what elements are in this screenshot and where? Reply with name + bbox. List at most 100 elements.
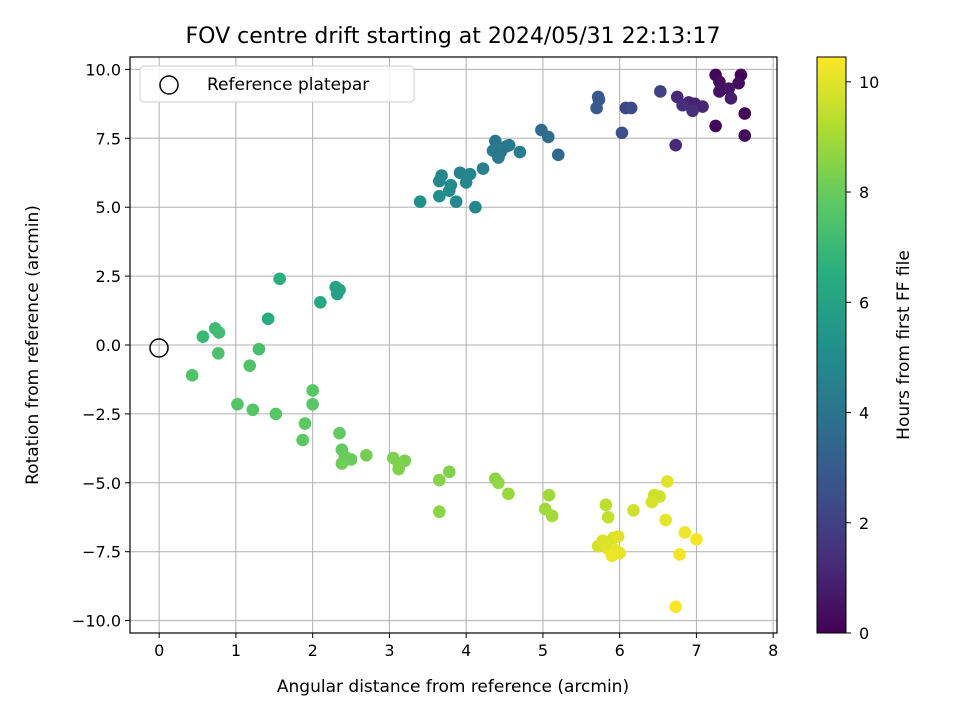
data-point	[627, 504, 640, 517]
data-point	[690, 532, 703, 546]
x-axis-ticks: 0 1 2 3 4 5 6 7 8	[154, 633, 778, 660]
data-point	[645, 495, 659, 509]
data-point	[298, 417, 312, 430]
data-point	[469, 200, 482, 214]
y-axis-label: Rotation from reference (arcmin)	[23, 205, 43, 485]
data-point	[660, 475, 674, 488]
data-point	[676, 98, 689, 112]
data-point	[545, 509, 559, 523]
x-axis-label: Angular distance from reference (arcmin)	[277, 677, 629, 697]
data-point	[686, 104, 699, 118]
data-point	[673, 548, 686, 561]
legend-box	[139, 65, 415, 103]
colorbar-tick-label: 4	[859, 404, 869, 423]
data-point	[738, 129, 752, 142]
data-point	[590, 101, 603, 115]
data-point	[433, 505, 446, 519]
x-tick-label: 3	[384, 641, 394, 660]
y-tick-label: 7.5	[96, 129, 121, 148]
data-point	[654, 85, 667, 98]
colorbar-tick-label: 8	[859, 183, 869, 202]
data-point	[696, 100, 709, 113]
chart-title: FOV centre drift starting at 2024/05/31 …	[186, 24, 721, 49]
data-point	[732, 76, 745, 90]
y-tick-label: −2.5	[82, 405, 121, 424]
data-point	[615, 126, 629, 140]
data-point	[709, 119, 722, 133]
x-tick-label: 2	[308, 641, 318, 660]
y-tick-label: 10.0	[85, 60, 121, 79]
data-point	[605, 549, 619, 563]
data-point	[659, 513, 673, 527]
legend-marker	[159, 75, 179, 95]
y-tick-label: 0.0	[96, 336, 121, 355]
data-point	[492, 151, 505, 164]
data-point	[502, 487, 515, 501]
data-point	[433, 189, 446, 203]
data-point	[243, 359, 257, 372]
data-point	[433, 174, 446, 188]
data-point	[442, 184, 456, 197]
x-tick-label: 5	[538, 641, 548, 660]
data-point	[269, 407, 283, 421]
data-point	[433, 473, 446, 487]
data-point	[360, 448, 373, 462]
y-tick-label: 5.0	[96, 198, 121, 217]
grid-lines	[130, 57, 777, 633]
data-point	[314, 295, 327, 309]
data-point	[713, 85, 726, 98]
data-point	[489, 134, 502, 148]
data-point	[611, 530, 625, 543]
data-point	[669, 600, 682, 614]
data-point	[306, 397, 319, 411]
x-tick-label: 8	[768, 641, 778, 660]
data-point	[678, 526, 692, 539]
data-point	[333, 426, 346, 440]
data-point	[624, 101, 638, 115]
data-point	[449, 195, 463, 208]
data-point	[306, 384, 319, 397]
data-point	[541, 130, 555, 144]
data-point	[413, 195, 427, 208]
data-point	[392, 462, 405, 476]
x-tick-label: 4	[461, 641, 471, 660]
x-tick-label: 6	[615, 641, 625, 660]
x-tick-label: 0	[154, 641, 164, 660]
reference-point	[149, 338, 169, 358]
data-point	[492, 476, 505, 490]
data-point	[252, 342, 266, 356]
y-tick-label: −10.0	[72, 612, 121, 631]
data-point	[231, 397, 244, 411]
colorbar-tick-label: 0	[859, 624, 869, 643]
data-point	[476, 162, 490, 175]
data-point	[713, 75, 726, 89]
colorbar-label: Hours from first FF file	[894, 250, 914, 440]
y-axis-ticks: −10.0 −7.5 −5.0 −2.5 0.0 2.5 5.0 7.5 10.0	[72, 60, 130, 631]
x-tick-label: 1	[231, 641, 241, 660]
data-point	[185, 369, 199, 382]
data-point	[502, 138, 516, 152]
data-point	[335, 457, 349, 470]
data-point	[551, 148, 565, 162]
legend: Reference platepar	[139, 65, 415, 103]
data-point	[261, 312, 275, 326]
y-tick-label: −5.0	[82, 474, 121, 493]
y-tick-label: −7.5	[82, 543, 121, 562]
data-point	[669, 138, 682, 152]
data-point	[542, 488, 556, 502]
colorbar	[816, 56, 847, 634]
data-point	[601, 510, 615, 524]
data-point	[246, 403, 260, 417]
data-point	[330, 287, 344, 301]
data-point	[196, 330, 210, 344]
data-point	[513, 145, 527, 159]
data-point	[724, 92, 738, 105]
colorbar-tick-label: 10	[859, 73, 879, 92]
data-point	[453, 166, 467, 180]
colorbar-ticks: 0 2 4 6 8 10	[846, 73, 879, 643]
data-point	[599, 498, 613, 512]
data-points	[185, 68, 752, 614]
y-tick-label: 2.5	[96, 267, 121, 286]
data-point	[738, 107, 752, 120]
